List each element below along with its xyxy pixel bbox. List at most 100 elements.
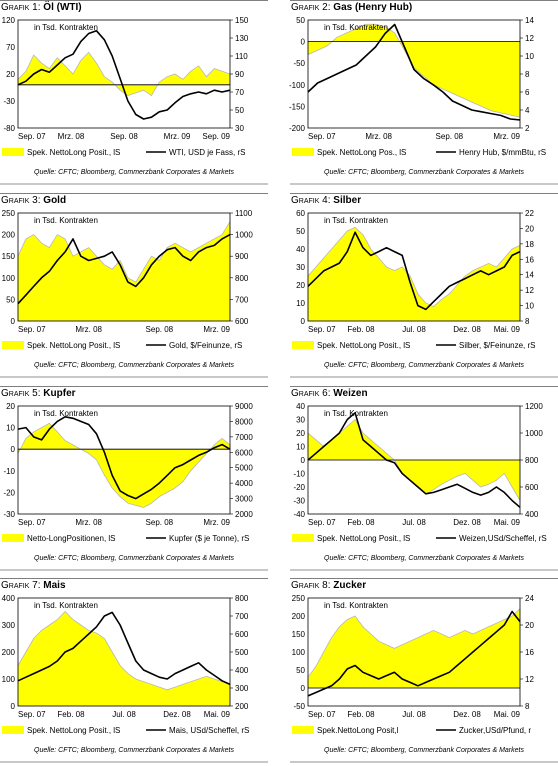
y-left-tick-label: 40 <box>296 402 305 411</box>
x-tick-label: Mrz. 08 <box>58 132 85 141</box>
y-right-tick-label: 12 <box>525 286 534 295</box>
y-left-tick-label: -50 <box>293 702 305 711</box>
y-right-tick-label: 150 <box>235 16 249 25</box>
series-line-price <box>307 23 521 121</box>
source-note: Quelle: CFTC; Bloomberg, Commerzbank Cor… <box>324 169 524 176</box>
x-tick-label: Mrz. 08 <box>75 518 102 527</box>
panel-top-rule <box>0 193 268 194</box>
chart-svg: 50 0 -50 -100 -150 -200 14 12 10 8 6 4 2 Sep. 07 Mrz. … <box>289 16 546 157</box>
y-right-tick-label: 20 <box>525 224 534 233</box>
x-tick-label: Mai. 09 <box>494 710 521 719</box>
x-tick-label: Sep. 07 <box>308 518 336 527</box>
x-tick-label: Sep. 07 <box>308 325 336 334</box>
y-left-tick-label: 250 <box>292 594 306 603</box>
series-line-price <box>17 416 231 500</box>
commodity-name: Weizen <box>330 388 368 399</box>
y-left-tick-label: 50 <box>296 16 305 25</box>
panel-top-rule <box>0 0 268 1</box>
units-annotation: in Tsd. Kontrakten <box>324 23 388 32</box>
units-annotation: in Tsd. Kontrakten <box>34 23 98 32</box>
chart-title: Grafik 4: Silber <box>291 195 361 206</box>
x-tick-label: Sep. 09 <box>202 132 230 141</box>
source-note: Quelle: CFTC; Bloomberg, Commerzbank Cor… <box>324 555 524 562</box>
y-left-tick-label: -50 <box>293 59 305 68</box>
panel-top-rule <box>290 0 558 1</box>
y-right-tick-label: 1100 <box>235 209 253 218</box>
y-right-tick-label: 2 <box>525 124 530 133</box>
chart-title: Grafik 8: Zucker <box>291 580 366 591</box>
chart-title: Grafik 5: Kupfer <box>1 388 76 399</box>
chart-svg: 20 10 0 -10 -20 -30 9000 8000 7000 6000 5000 4000 30… <box>2 402 253 543</box>
y-left-tick-label: 0 <box>11 317 16 326</box>
y-right-tick-label: 300 <box>235 684 249 693</box>
series-area-net-long <box>17 220 231 322</box>
y-right-tick-label: 200 <box>235 702 249 711</box>
x-tick-label: Sep. 08 <box>146 325 174 334</box>
x-tick-label: Dez. 08 <box>453 325 481 334</box>
x-tick-label: Mai. 09 <box>494 325 521 334</box>
legend-label-area: Spek. NettoLong Posit., lS <box>317 534 410 543</box>
x-tick-label: Sep. 08 <box>436 132 464 141</box>
y-right-tick-label: 8 <box>525 702 530 711</box>
units-annotation: in Tsd. Kontrakten <box>34 216 98 225</box>
y-left-tick-label: 50 <box>296 666 305 675</box>
y-left-tick-label: 100 <box>292 648 306 657</box>
units-annotation: in Tsd. Kontrakten <box>34 601 98 610</box>
y-right-tick-label: 600 <box>235 630 249 639</box>
x-tick-label: Dez. 08 <box>453 518 481 527</box>
x-tick-label: Dez. 08 <box>453 710 481 719</box>
chart-panel: Grafik 1: Öl (WTI) 120 70 20 -30 -80 150 130 110… <box>0 0 268 188</box>
y-right-tick-label: 16 <box>525 648 534 657</box>
y-right-tick-label: 130 <box>235 34 249 43</box>
x-tick-label: Dez. 08 <box>163 710 191 719</box>
plot-frame <box>17 405 231 515</box>
x-tick-label: Sep. 07 <box>18 132 46 141</box>
y-left-tick-label: 150 <box>2 252 16 261</box>
y-right-tick-label: 10 <box>525 302 534 311</box>
y-left-tick-label: 30 <box>296 263 305 272</box>
series-area-net-long <box>307 226 521 322</box>
x-tick-label: Jul. 08 <box>402 710 426 719</box>
y-left-tick-label: 70 <box>6 43 15 52</box>
y-left-tick-label: 20 <box>6 402 15 411</box>
series-line-price <box>17 611 231 686</box>
commodity-name: Öl (WTI) <box>40 2 82 13</box>
chart-panel: Grafik 5: Kupfer 20 10 0 -10 -20 -30 9000 8000 70… <box>0 386 268 574</box>
panel-top-rule <box>290 578 558 579</box>
legend-swatch-area <box>292 726 314 734</box>
y-right-tick-label: 700 <box>235 612 249 621</box>
panel-bottom-rule <box>290 761 558 763</box>
y-left-tick-label: 400 <box>2 594 16 603</box>
series-area-net-long <box>307 607 521 689</box>
y-right-tick-label: 700 <box>235 295 249 304</box>
x-tick-label: Mrz. 08 <box>365 132 392 141</box>
x-tick-label: Sep. 07 <box>18 325 46 334</box>
x-tick-label: Mrz. 09 <box>203 518 230 527</box>
units-annotation: in Tsd. Kontrakten <box>324 601 388 610</box>
y-left-tick-label: -200 <box>289 124 306 133</box>
chart-panel: Grafik 8: Zucker 250 200 150 100 50 0 -50 24 20 16… <box>290 578 558 766</box>
y-right-tick-label: 800 <box>525 456 539 465</box>
y-left-tick-label: 300 <box>2 621 16 630</box>
chart-panel: Grafik 4: Silber 60 50 40 30 20 10 0 22 20 18 16 14 1… <box>290 193 558 381</box>
y-right-tick-label: 500 <box>235 648 249 657</box>
y-left-tick-label: 10 <box>6 424 15 433</box>
y-left-tick-label: -30 <box>3 510 15 519</box>
y-right-tick-label: 30 <box>235 124 244 133</box>
grafik-label: Grafik 2: <box>291 2 331 13</box>
source-note: Quelle: CFTC; Bloomberg, Commerzbank Cor… <box>34 362 234 369</box>
chart-svg: 400 300 200 100 0 800 700 600 500 400 300 200 Sep. 0… <box>2 594 250 735</box>
legend-label-area: Spek. NettoLong Posit., lS <box>27 148 120 157</box>
y-left-tick-label: 0 <box>301 456 306 465</box>
series-line-price <box>17 30 231 120</box>
x-tick-label: Feb. 08 <box>347 518 375 527</box>
y-right-tick-label: 50 <box>235 106 244 115</box>
y-left-tick-label: 20 <box>296 429 305 438</box>
commodity-name: Kupfer <box>40 388 76 399</box>
y-right-tick-label: 24 <box>525 594 534 603</box>
grafik-label: Grafik 3: <box>1 195 41 206</box>
y-left-tick-label: 0 <box>11 445 16 454</box>
y-right-tick-label: 4 <box>525 106 530 115</box>
commodity-name: Gold <box>40 195 67 206</box>
y-left-tick-label: -10 <box>3 467 15 476</box>
